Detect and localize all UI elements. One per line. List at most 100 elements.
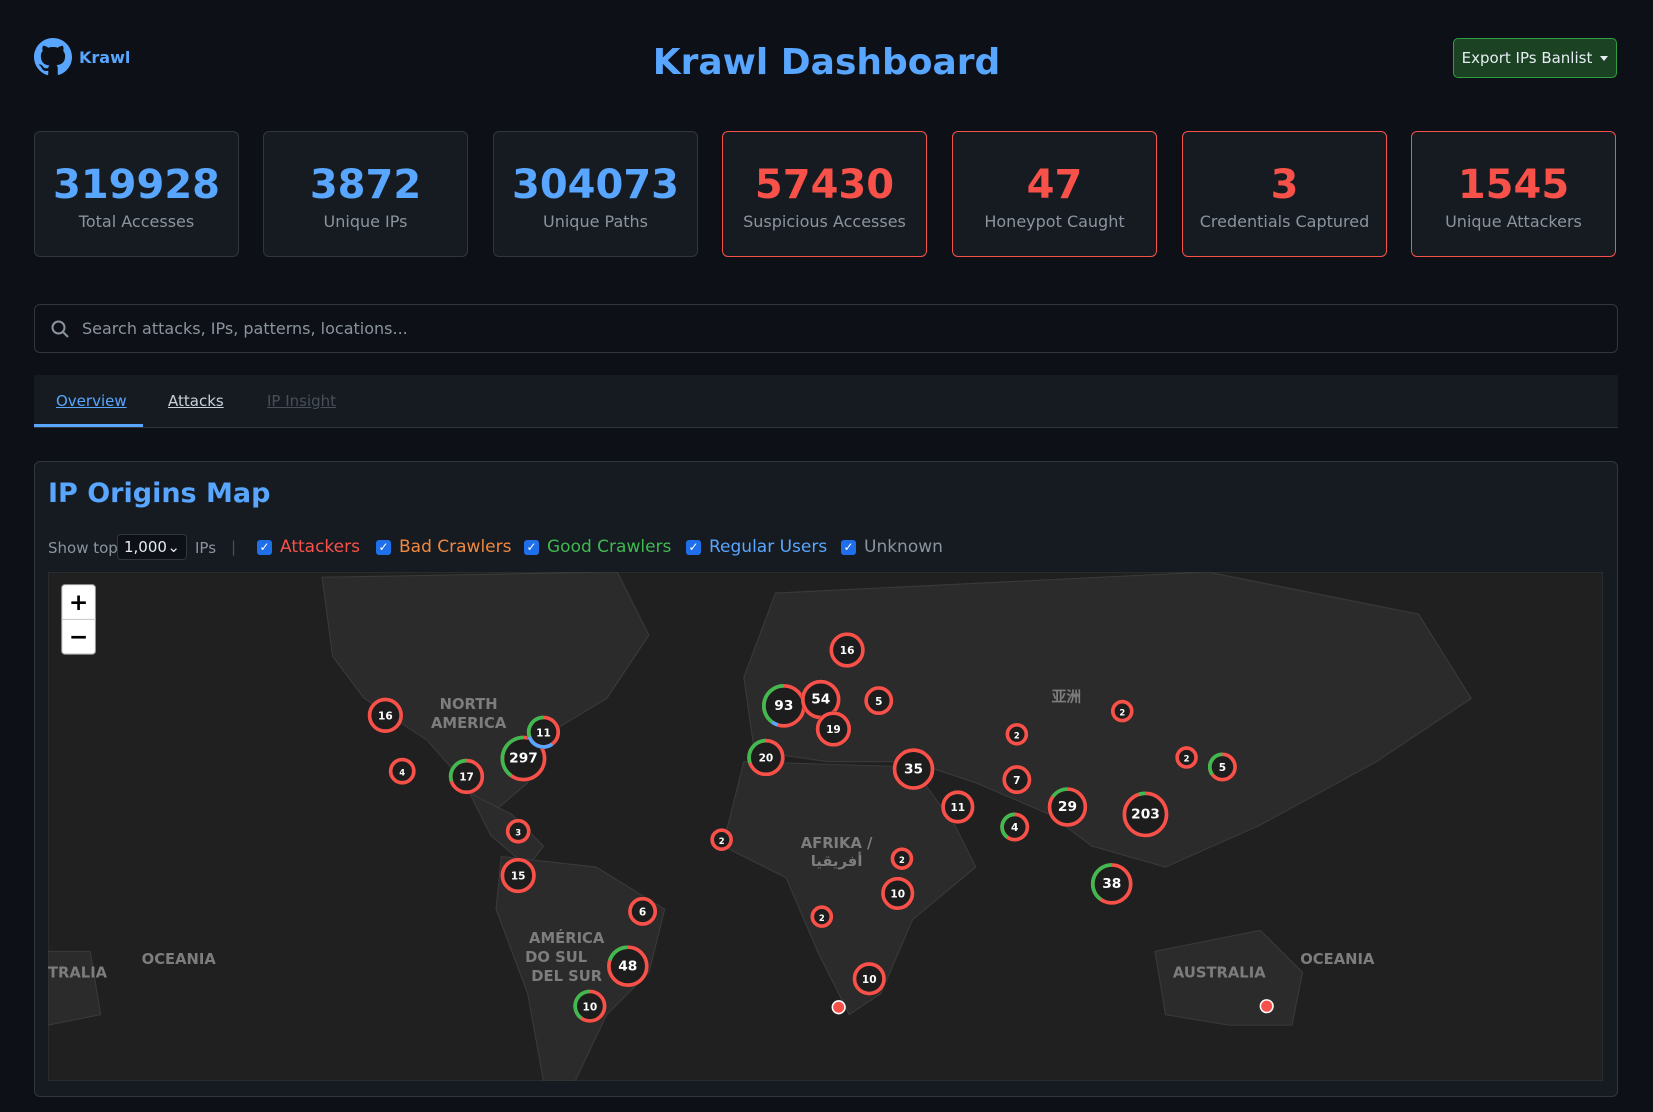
stat-value: 1545 (1457, 162, 1570, 208)
ip-cluster[interactable]: 20 (746, 738, 785, 777)
checkbox: ✓ (686, 539, 701, 555)
ip-cluster[interactable]: 2 (890, 847, 914, 871)
ip-cluster[interactable]: 35 (892, 747, 935, 791)
cluster-count: 19 (826, 724, 841, 736)
cluster-count: 4 (399, 767, 405, 777)
cluster-ring (1047, 787, 1088, 827)
ip-cluster[interactable]: 48 (606, 945, 649, 988)
ip-cluster[interactable]: 5 (1207, 752, 1238, 782)
active-tab-indicator (34, 424, 143, 427)
map[interactable]: NORTH AMERICA AMÉRICA DO SUL DEL SUR AFRIKA /… (48, 572, 1603, 1081)
cluster-count: 2 (719, 836, 725, 846)
cluster-ring-good (1138, 791, 1146, 797)
ip-cluster[interactable]: 16 (367, 697, 404, 734)
cluster-count: 7 (1013, 775, 1020, 787)
map-label: OCEANIA (142, 951, 217, 968)
cluster-ring-regular (771, 720, 779, 727)
ip-cluster[interactable]: 29 (1047, 786, 1088, 828)
show-top-select[interactable]: 1,000 ⌄ (117, 534, 187, 560)
brand-link[interactable]: Krawl (79, 48, 131, 67)
ip-cluster[interactable]: 203 (1122, 791, 1169, 838)
cluster-count: 16 (378, 711, 393, 723)
map-label: DO SUL (525, 949, 587, 966)
cluster-bg (1047, 786, 1088, 828)
cluster-ring-good (1000, 812, 1015, 839)
stat-card: 3872 Unique IPs (263, 131, 468, 257)
filter-toggle[interactable]: ✓ Attackers (257, 537, 360, 557)
filter-toggle[interactable]: ✓ Bad Crawlers (376, 537, 511, 557)
ip-cluster[interactable]: 2 (810, 905, 834, 929)
cluster-ring-good (1090, 863, 1112, 901)
map-label: أفريقيا (811, 851, 863, 870)
cluster-count: 10 (862, 974, 877, 986)
map-title: IP Origins Map (48, 478, 271, 509)
ip-cluster[interactable]: 10 (880, 876, 915, 911)
cluster-ring-good (1051, 787, 1068, 798)
ip-cluster[interactable]: 4 (999, 812, 1030, 842)
cluster-ring (388, 757, 416, 785)
ip-cluster[interactable]: 6 (627, 896, 658, 927)
ip-cluster[interactable]: 17 (448, 758, 485, 795)
ip-cluster[interactable]: 38 (1090, 862, 1133, 906)
cluster-bg (606, 945, 649, 988)
ip-cluster[interactable]: 15 (500, 857, 537, 894)
filter-toggle[interactable]: ✓ Regular Users (686, 537, 827, 557)
map-label: DEL SUR (531, 968, 602, 985)
tab[interactable]: Attacks (168, 392, 224, 410)
select-value: 1,000 (124, 538, 167, 556)
ip-marker (831, 1000, 846, 1015)
ip-cluster[interactable]: 2 (1174, 745, 1199, 770)
ip-cluster[interactable]: 2 (1005, 722, 1029, 746)
map-label: TRALIA (48, 965, 108, 982)
cluster-bg (526, 715, 561, 750)
ip-cluster[interactable]: 7 (1002, 764, 1032, 795)
cluster-ring (367, 697, 404, 733)
zoom-out[interactable]: − (69, 624, 88, 651)
ip-cluster[interactable]: 19 (815, 711, 852, 747)
zoom-in[interactable]: + (69, 589, 88, 616)
tab[interactable]: Overview (56, 392, 127, 410)
cluster-ring (710, 828, 733, 852)
github-logo[interactable] (34, 38, 72, 76)
ip-cluster[interactable]: 10 (852, 961, 887, 996)
cluster-bg (829, 632, 866, 668)
ip-cluster[interactable]: 10 (573, 989, 607, 1024)
map-label: AUSTRALIA (1173, 965, 1266, 982)
ip-cluster[interactable]: 16 (829, 632, 866, 668)
cluster-bg (500, 857, 537, 894)
stat-card: 319928 Total Accesses (34, 131, 239, 257)
ip-cluster[interactable]: 93 (761, 683, 806, 728)
export-button[interactable]: Export IPs Banlist (1453, 38, 1617, 78)
ip-cluster[interactable]: 11 (526, 715, 561, 750)
cluster-bg (746, 738, 785, 777)
ip-cluster[interactable]: 4 (388, 757, 416, 785)
ip-cluster[interactable]: 2 (1110, 699, 1134, 723)
cluster-count: 93 (774, 698, 793, 714)
ip-cluster[interactable]: 54 (800, 679, 841, 720)
search-placeholder: Search attacks, IPs, patterns, locations… (82, 319, 408, 338)
ip-cluster[interactable]: 2 (710, 828, 734, 852)
cluster-count: 6 (639, 907, 646, 919)
ip-cluster[interactable]: 11 (940, 790, 975, 824)
cluster-ring-good (526, 715, 544, 738)
stat-label: Unique Attackers (1445, 212, 1582, 231)
ip-cluster[interactable]: 5 (863, 685, 894, 716)
cluster-count: 38 (1102, 876, 1121, 892)
show-top-label: Show top (48, 539, 118, 557)
stat-label: Total Accesses (78, 212, 195, 231)
cluster-ring (500, 857, 536, 894)
ip-cluster[interactable]: 297 (500, 735, 547, 782)
stat-value: 319928 (53, 162, 220, 208)
filter-toggle[interactable]: ✓ Good Crawlers (524, 537, 671, 557)
cluster-count: 10 (583, 1001, 598, 1013)
cluster-bg (761, 683, 806, 728)
tab[interactable]: IP Insight (267, 392, 337, 410)
search-box[interactable]: Search attacks, IPs, patterns, locations… (34, 304, 1618, 353)
checkbox: ✓ (841, 539, 856, 555)
cluster-ring-good (747, 738, 766, 764)
filter-toggle[interactable]: ✓ Unknown (841, 537, 943, 557)
stat-value: 47 (1026, 162, 1083, 208)
cluster-ring (1110, 699, 1134, 723)
checkbox: ✓ (257, 539, 272, 555)
ip-cluster[interactable]: 3 (505, 818, 531, 844)
